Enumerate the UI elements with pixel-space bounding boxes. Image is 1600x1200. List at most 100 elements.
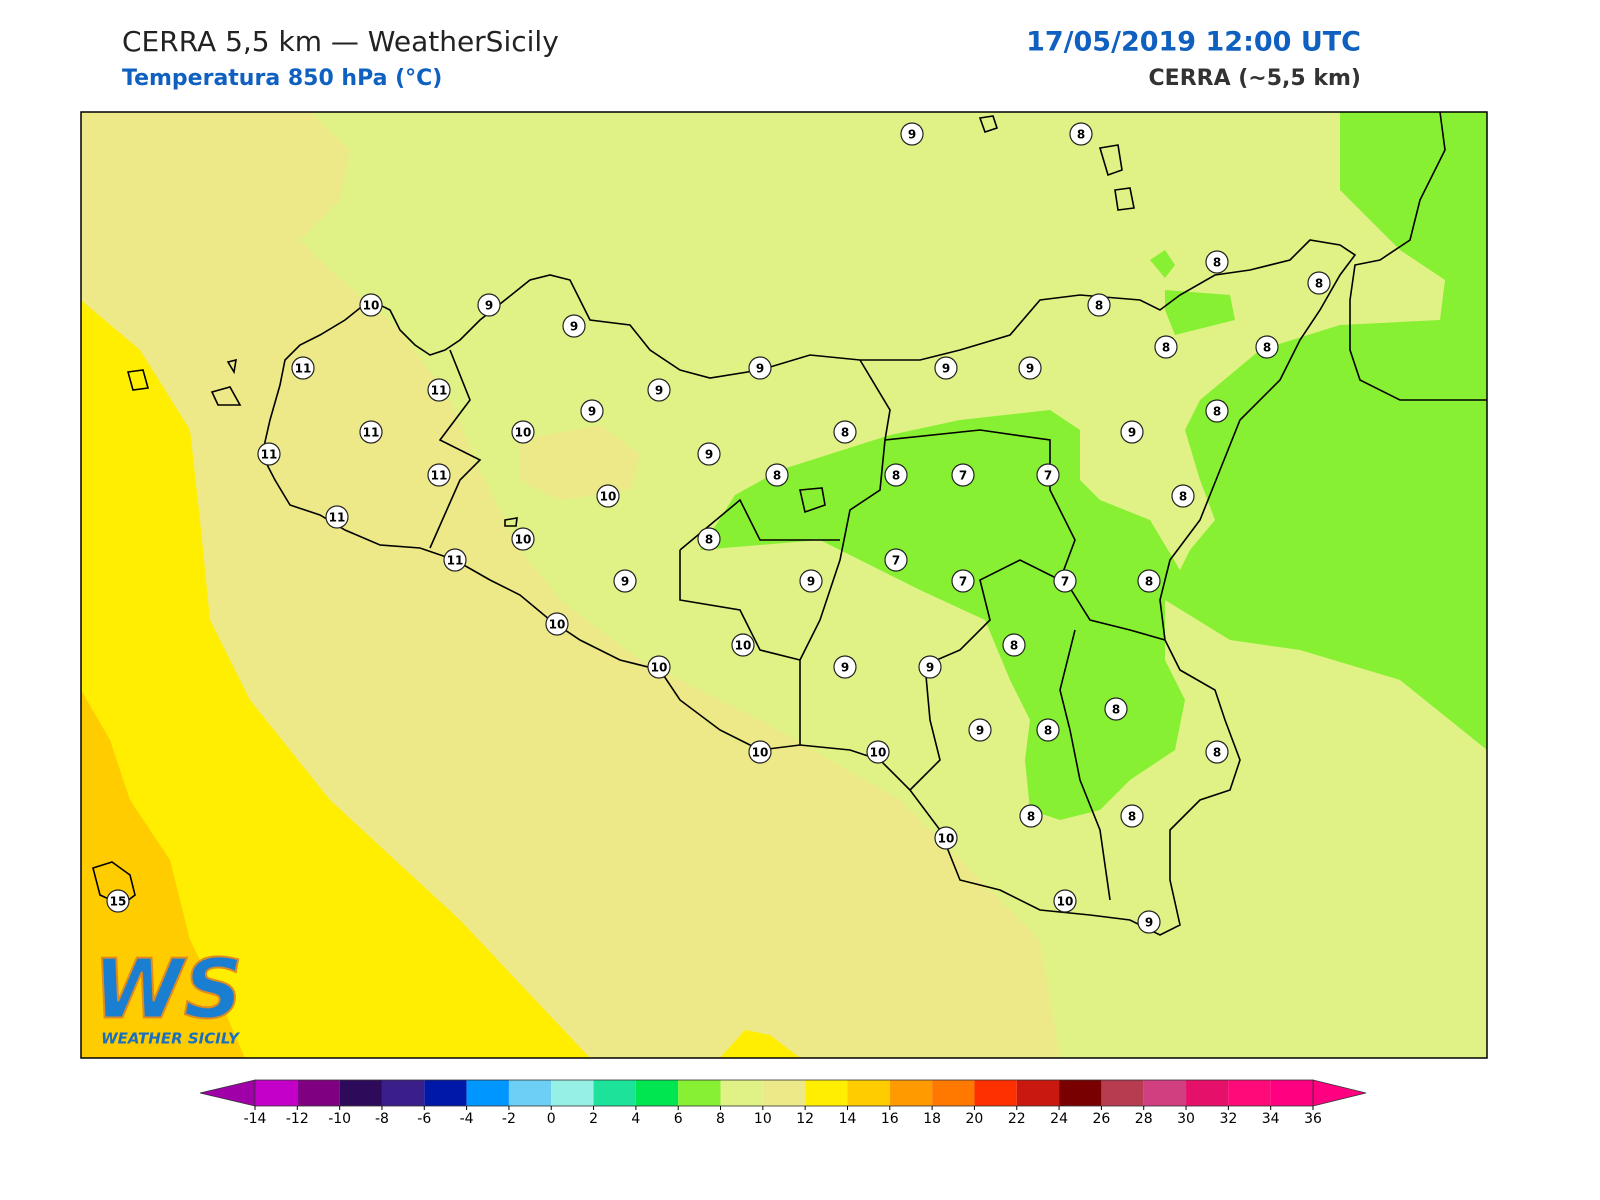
station-marker [291, 356, 315, 380]
station-value: 9 [942, 362, 950, 376]
station-marker [1205, 399, 1229, 423]
station-value: 8 [1095, 299, 1103, 313]
station-value: 15 [110, 895, 127, 909]
station-marker [1053, 569, 1077, 593]
station-marker [613, 569, 637, 593]
colorbar-tick-label: -14 [244, 1111, 267, 1127]
station-marker [325, 505, 349, 529]
temperature-region [81, 300, 590, 1058]
colorbar-tick-label: 20 [966, 1111, 984, 1127]
colorbar-tick-label: 36 [1304, 1111, 1322, 1127]
station-marker [1036, 718, 1060, 742]
colorbar-tick-label: -8 [375, 1111, 389, 1127]
station-value: 7 [959, 575, 967, 589]
station-value: 9 [1128, 426, 1136, 440]
colorbar-tick-label: 34 [1262, 1111, 1280, 1127]
logo-name: WEATHER SICILY [101, 1030, 241, 1048]
colorbar-swatch [932, 1080, 975, 1106]
station-value: 8 [1010, 639, 1018, 653]
colorbar-swatch [847, 1080, 890, 1106]
colorbar-swatch [1059, 1080, 1102, 1106]
station-value: 10 [515, 426, 532, 440]
station-marker [731, 633, 755, 657]
colorbar-swatch [889, 1080, 933, 1106]
colorbar-tick-label: -12 [286, 1111, 309, 1127]
colorbar-tick-label: 32 [1219, 1111, 1237, 1127]
colorbar-swatch [1101, 1080, 1144, 1106]
colorbar-swatch [339, 1080, 382, 1106]
colorbar: -14 -12 -10 -8 -6 -4 -2 0 2 4 6 8 10 12 14 16 18 20 22 24 26… [199, 1079, 1367, 1127]
temperature-region [81, 690, 245, 1058]
station-value: 10 [938, 832, 955, 846]
temperature-region [1165, 290, 1235, 335]
map-frame [80, 111, 1488, 1059]
colorbar-swatch [297, 1080, 340, 1106]
station-value: 8 [773, 469, 781, 483]
station-value: 10 [1057, 895, 1074, 909]
colorbar-tick-label: -4 [460, 1111, 474, 1127]
station-value: 10 [600, 490, 617, 504]
colorbar-tick-label: 10 [754, 1111, 772, 1127]
station-value: 8 [1128, 810, 1136, 824]
station-value: 8 [1179, 490, 1187, 504]
model-label: CERRA (~5,5 km) [1149, 66, 1361, 91]
colorbar-tick-label: 30 [1177, 1111, 1195, 1127]
colorbar-tick-label: 16 [881, 1111, 899, 1127]
colorbar-swatch [1186, 1080, 1229, 1106]
station-marker [1087, 293, 1111, 317]
temperature-field [81, 112, 1487, 1058]
coastlines [92, 112, 1487, 936]
colorbar-swatch [466, 1080, 509, 1106]
colorbar-tick-label: 14 [839, 1111, 857, 1127]
station-value: 9 [621, 575, 629, 589]
station-value: 8 [1027, 810, 1035, 824]
station-marker [866, 740, 890, 764]
station-marker [1120, 804, 1144, 828]
station-marker [1069, 122, 1093, 146]
station-value: 8 [1213, 746, 1221, 760]
colorbar-tick-label: 18 [923, 1111, 941, 1127]
colorbar-swatch [805, 1080, 848, 1106]
station-marker [697, 527, 721, 551]
station-marker [1137, 910, 1161, 934]
colorbar-swatch [678, 1080, 721, 1106]
station-marker [697, 442, 721, 466]
station-value: 9 [705, 448, 713, 462]
station-marker [1036, 463, 1060, 487]
calabria-coast [1349, 112, 1487, 401]
islands [92, 115, 1135, 906]
station-marker [1171, 484, 1195, 508]
colorbar-swatch [1016, 1080, 1060, 1106]
station-value: 8 [1145, 575, 1153, 589]
station-marker [1137, 569, 1161, 593]
station-marker [1053, 889, 1077, 913]
station-marker [765, 463, 789, 487]
colorbar-swatch [1270, 1080, 1313, 1106]
temperature-region [1150, 250, 1175, 278]
temperature-region [520, 425, 640, 500]
station-value: 8 [892, 469, 900, 483]
station-marker [1205, 740, 1229, 764]
colorbar-outline [254, 1079, 1314, 1107]
station-value: 11 [431, 469, 448, 483]
colorbar-swatch [720, 1080, 763, 1106]
station-value: 9 [1145, 916, 1153, 930]
station-marker [477, 293, 501, 317]
temperature-region [1165, 112, 1487, 750]
station-labels: 9 8 8 8 10 9 9 8 8 8 11 9 9 9 11 9 9 8 11 10 8 9 11 9 11 8 8 7 7 10 8 1… [106, 122, 1331, 934]
logo-letters: WS [93, 942, 243, 1037]
colorbar-under [199, 1079, 256, 1107]
station-value: 9 [807, 575, 815, 589]
station-marker [511, 527, 535, 551]
station-value: 10 [549, 618, 566, 632]
station-value: 11 [261, 448, 278, 462]
station-marker [427, 378, 451, 402]
colorbar-swatch [508, 1080, 552, 1106]
station-marker [799, 569, 823, 593]
station-marker [1019, 804, 1043, 828]
station-marker [748, 356, 772, 380]
station-marker [1104, 697, 1128, 721]
station-marker [596, 484, 620, 508]
station-value: 10 [363, 299, 380, 313]
